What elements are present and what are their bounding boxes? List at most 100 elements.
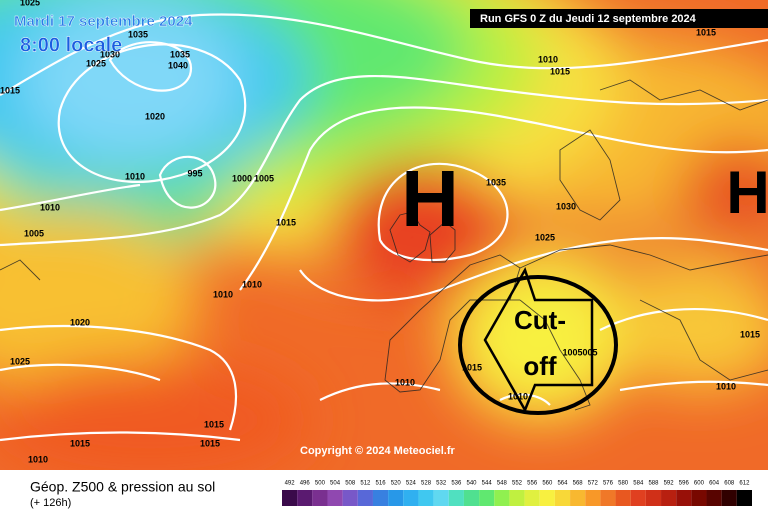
color-swatch <box>706 490 722 506</box>
isobar-label: 1020 <box>145 111 165 121</box>
color-label: 520 <box>391 481 402 487</box>
color-swatch <box>297 490 313 506</box>
color-label: 576 <box>603 481 614 487</box>
color-swatch <box>570 490 586 506</box>
color-label: 552 <box>512 481 523 487</box>
color-swatch <box>463 490 480 506</box>
isobar-label: 1010 <box>28 454 48 464</box>
isobar-label: 1015 <box>550 66 570 76</box>
color-label: 572 <box>588 481 599 487</box>
coastlines <box>0 79 768 411</box>
color-label: 496 <box>300 481 311 487</box>
color-swatch <box>524 490 540 506</box>
isobar-label: 1005 <box>24 228 44 238</box>
run-banner <box>470 9 768 28</box>
color-label: 544 <box>482 481 493 487</box>
color-swatch <box>418 490 434 506</box>
color-swatch <box>691 490 707 506</box>
color-swatch <box>342 490 358 506</box>
isobar-label: 1030 <box>100 49 120 59</box>
isobar-label: 1015 <box>70 438 90 448</box>
color-swatch <box>736 490 752 506</box>
color-swatch <box>539 490 555 506</box>
color-swatch <box>630 490 646 506</box>
cutoff-circle <box>458 275 618 415</box>
cutoff-label: off <box>523 351 557 381</box>
color-swatch <box>600 490 616 506</box>
color-label: 588 <box>648 481 659 487</box>
color-label: 568 <box>573 481 584 487</box>
color-swatch <box>615 490 631 506</box>
color-swatch <box>509 490 525 506</box>
color-swatch <box>433 490 449 506</box>
color-swatch <box>645 490 662 506</box>
color-label: 612 <box>739 481 750 487</box>
color-label: 596 <box>679 481 690 487</box>
color-swatch <box>494 490 510 506</box>
isobar-label: 995 <box>187 168 202 178</box>
isobar-label: 1040 <box>168 60 188 70</box>
isobar-label: 1015 <box>462 362 482 372</box>
legend-subtitle: (+ 126h) <box>30 497 71 509</box>
cutoff-label: Cut- <box>514 305 566 335</box>
color-label: 528 <box>421 481 432 487</box>
forecast-time: 8:00 locale <box>20 34 122 56</box>
color-label: 524 <box>406 481 417 487</box>
color-label: 564 <box>557 481 568 487</box>
color-label: 548 <box>497 481 508 487</box>
run-info: Run GFS 0 Z du Jeudi 12 septembre 2024 <box>480 13 697 25</box>
high-pressure: H <box>726 159 768 226</box>
isobar-label: 1015 <box>200 438 220 448</box>
isobars <box>0 13 768 442</box>
color-label: 516 <box>376 481 387 487</box>
color-label: 584 <box>633 481 644 487</box>
isobar-label: 1035 <box>128 29 148 39</box>
field <box>0 0 768 470</box>
color-swatch <box>721 490 737 506</box>
isobar-label: 1010 <box>538 54 558 64</box>
color-label: 556 <box>527 481 538 487</box>
color-label: 592 <box>664 481 675 487</box>
color-label: 604 <box>709 481 720 487</box>
color-label: 560 <box>542 481 553 487</box>
isobar-label: 1035 <box>170 49 190 59</box>
isobar-label: 1015 <box>696 27 716 37</box>
isobar-label: 1005005 <box>562 347 597 357</box>
isobar-label: 1005 <box>254 173 274 183</box>
color-swatch <box>372 490 389 506</box>
color-label: 608 <box>724 481 735 487</box>
color-swatch <box>327 490 343 506</box>
color-label: 580 <box>618 481 629 487</box>
color-swatch <box>403 490 419 506</box>
isobar-label: 1010 <box>125 171 145 181</box>
color-swatch <box>479 490 495 506</box>
isobar-label: 1035 <box>486 177 506 187</box>
cutoff-marker: Cut- off <box>458 266 618 415</box>
isobar-label: 1025 <box>535 232 555 242</box>
high-pressure: H <box>401 154 459 243</box>
isobar-label: 1030 <box>556 201 576 211</box>
color-label: 512 <box>360 481 371 487</box>
forecast-date: Mardi 17 septembre 2024 <box>14 13 193 30</box>
isobar-label: 1010 <box>716 381 736 391</box>
color-label: 504 <box>330 481 341 487</box>
isobar-label: 1025 <box>86 58 106 68</box>
isobar-label: 1010 <box>40 202 60 212</box>
isobar-label: 1010 <box>395 377 415 387</box>
isobar-label: 1015 <box>740 329 760 339</box>
color-label: 532 <box>436 481 447 487</box>
isobar-label: 1025 <box>20 0 40 7</box>
color-swatch <box>554 490 571 506</box>
color-label: 492 <box>285 481 296 487</box>
color-swatch <box>585 490 601 506</box>
color-label: 600 <box>694 481 705 487</box>
isobar-label: 1010 <box>213 289 233 299</box>
color-swatch <box>388 490 404 506</box>
color-swatch <box>357 490 373 506</box>
color-swatch <box>676 490 692 506</box>
isobar-label: 1025 <box>10 356 30 366</box>
color-label: 536 <box>451 481 462 487</box>
isobar-label: 1020 <box>70 317 90 327</box>
color-swatch <box>661 490 677 506</box>
isobar-label: 1000 <box>232 173 252 183</box>
